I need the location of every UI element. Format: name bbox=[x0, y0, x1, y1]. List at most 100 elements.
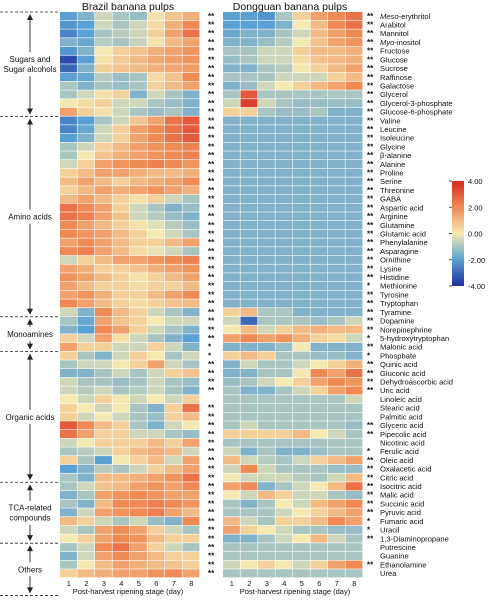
cell-dongguan bbox=[258, 194, 275, 203]
cell-brazil bbox=[182, 220, 200, 230]
cell-dongguan bbox=[223, 517, 240, 526]
cell-dongguan bbox=[275, 220, 293, 230]
cell-brazil bbox=[130, 273, 147, 282]
sig-mark-brazil: ** bbox=[208, 430, 215, 439]
cell-brazil bbox=[130, 55, 147, 64]
sig-mark-brazil: ** bbox=[208, 238, 215, 247]
cell-dongguan bbox=[240, 160, 258, 169]
cell-dongguan bbox=[293, 543, 310, 552]
stage-tick-label: 4 bbox=[282, 579, 286, 588]
sig-mark-dongguan: ** bbox=[367, 264, 374, 273]
cell-dongguan bbox=[310, 464, 328, 473]
cell-brazil bbox=[147, 456, 165, 465]
cell-brazil bbox=[182, 247, 200, 256]
cell-brazil bbox=[130, 438, 147, 447]
cell-brazil bbox=[182, 255, 200, 264]
metabolite-labels: Meso-erythritolArabitolMannitolMyo-inosi… bbox=[380, 12, 453, 578]
metabolite-label: Glycerol bbox=[380, 90, 408, 99]
cell-dongguan bbox=[293, 342, 310, 351]
cell-dongguan bbox=[310, 482, 328, 491]
cell-brazil bbox=[112, 133, 130, 143]
cell-dongguan bbox=[223, 99, 240, 108]
cell-brazil bbox=[60, 569, 77, 578]
cell-dongguan bbox=[293, 569, 310, 578]
cell-dongguan bbox=[275, 534, 293, 543]
cell-dongguan bbox=[328, 64, 345, 73]
cell-dongguan bbox=[240, 308, 258, 317]
sig-mark-dongguan: ** bbox=[367, 499, 374, 508]
cell-brazil bbox=[182, 142, 200, 151]
cell-brazil bbox=[130, 90, 147, 99]
cell-dongguan bbox=[275, 247, 293, 256]
sig-mark-brazil: ** bbox=[208, 508, 215, 517]
cell-dongguan bbox=[310, 438, 328, 447]
cell-dongguan bbox=[240, 133, 258, 143]
cell-brazil bbox=[77, 229, 95, 238]
cell-brazil bbox=[165, 560, 182, 569]
cell-dongguan bbox=[223, 281, 240, 291]
cell-brazil bbox=[182, 386, 200, 395]
cell-brazil bbox=[77, 351, 95, 360]
cell-brazil bbox=[60, 203, 77, 212]
sig-mark-brazil: ** bbox=[208, 404, 215, 413]
cell-dongguan bbox=[345, 81, 363, 90]
cell-brazil bbox=[147, 273, 165, 282]
cell-dongguan bbox=[258, 238, 275, 247]
sig-mark-brazil: ** bbox=[208, 186, 215, 195]
cell-dongguan bbox=[293, 177, 310, 186]
cell-brazil bbox=[165, 281, 182, 291]
cell-brazil bbox=[112, 421, 130, 430]
sig-mark-brazil: ** bbox=[208, 21, 215, 30]
sig-mark-brazil: ** bbox=[208, 552, 215, 561]
cell-brazil bbox=[112, 116, 130, 125]
cell-brazil bbox=[60, 220, 77, 230]
cell-brazil bbox=[182, 560, 200, 569]
cell-dongguan bbox=[275, 517, 293, 526]
cell-brazil bbox=[95, 160, 112, 169]
cell-brazil bbox=[60, 412, 77, 421]
cell-brazil bbox=[130, 386, 147, 395]
cell-brazil bbox=[112, 212, 130, 221]
cell-brazil bbox=[165, 412, 182, 421]
cell-dongguan bbox=[275, 177, 293, 186]
cell-dongguan bbox=[345, 412, 363, 421]
cell-dongguan bbox=[275, 351, 293, 360]
cell-brazil bbox=[112, 29, 130, 38]
metabolite-label: Ornithine bbox=[380, 256, 411, 265]
cell-dongguan bbox=[310, 534, 328, 543]
cell-dongguan bbox=[258, 29, 275, 38]
cell-brazil bbox=[130, 551, 147, 560]
cell-brazil bbox=[182, 525, 200, 534]
cell-brazil bbox=[60, 299, 77, 308]
cell-dongguan bbox=[275, 447, 293, 456]
cell-brazil bbox=[95, 46, 112, 55]
cell-dongguan bbox=[293, 447, 310, 456]
cell-dongguan bbox=[223, 464, 240, 473]
sig-mark-dongguan: ** bbox=[367, 64, 374, 73]
cell-brazil bbox=[165, 273, 182, 282]
cell-dongguan bbox=[310, 238, 328, 247]
cell-brazil bbox=[112, 412, 130, 421]
cell-brazil bbox=[165, 160, 182, 169]
stage-tick-label: 8 bbox=[189, 579, 193, 588]
cell-dongguan bbox=[240, 369, 258, 378]
cell-dongguan bbox=[258, 447, 275, 456]
cell-dongguan bbox=[223, 142, 240, 151]
cell-dongguan bbox=[310, 151, 328, 160]
cell-dongguan bbox=[328, 229, 345, 238]
cell-dongguan bbox=[345, 429, 363, 439]
cell-dongguan bbox=[223, 116, 240, 125]
arrow-up-icon bbox=[27, 318, 33, 325]
sig-mark-dongguan: ** bbox=[367, 229, 374, 238]
colorbar-tick-label: 0.00 bbox=[468, 230, 483, 239]
cell-dongguan bbox=[275, 238, 293, 247]
cell-brazil bbox=[130, 525, 147, 534]
cell-brazil bbox=[147, 473, 165, 482]
cell-brazil bbox=[165, 229, 182, 238]
cell-dongguan bbox=[345, 508, 363, 517]
cell-brazil bbox=[147, 342, 165, 351]
cell-dongguan bbox=[275, 525, 293, 534]
cell-brazil bbox=[165, 107, 182, 116]
cell-brazil bbox=[60, 534, 77, 543]
cell-brazil bbox=[165, 133, 182, 143]
